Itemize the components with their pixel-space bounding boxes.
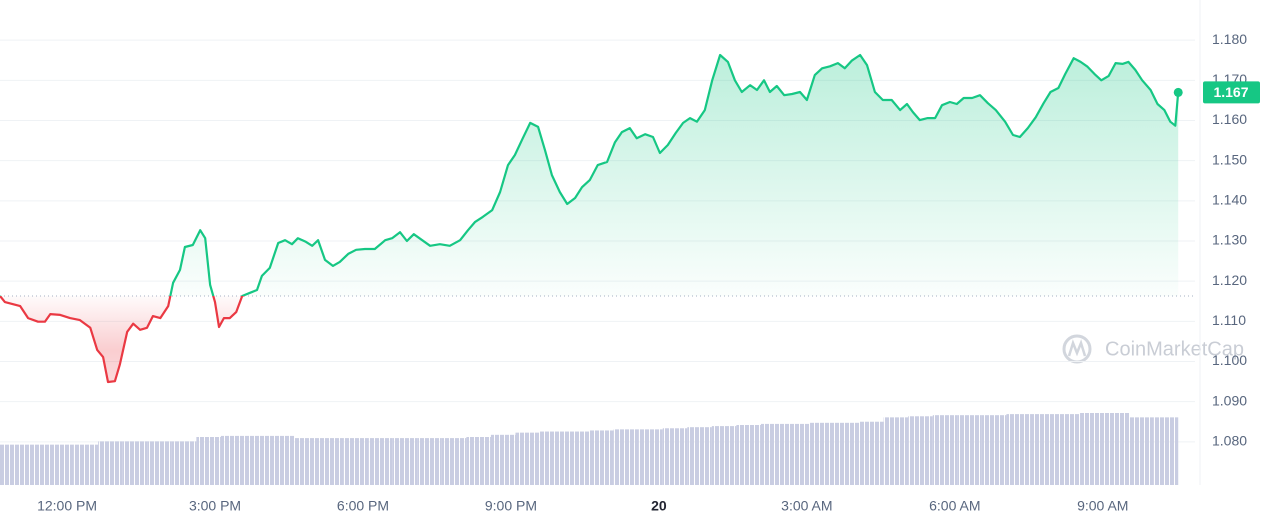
volume-bar (1129, 417, 1154, 485)
volume-bar (589, 430, 614, 485)
y-tick-label: 1.140 (1212, 192, 1247, 208)
y-tick-label: 1.090 (1212, 392, 1247, 408)
x-tick-label: 12:00 PM (37, 498, 97, 514)
y-tick-label: 1.080 (1212, 433, 1247, 449)
volume-bar (515, 432, 541, 485)
watermark-text: CoinMarketCap (1105, 338, 1244, 360)
x-tick-label: 9:00 PM (485, 498, 537, 514)
x-tick-label: 9:00 AM (1077, 498, 1128, 514)
area (0, 55, 1179, 382)
volume-bar (711, 426, 737, 485)
y-tick-label: 1.160 (1212, 111, 1247, 127)
x-tick-label: 6:00 AM (929, 498, 980, 514)
volume-bar (957, 415, 982, 485)
volume-bar (245, 435, 271, 485)
price-line (0, 53, 1180, 384)
volume-bar (343, 438, 369, 485)
y-tick-label: 1.110 (1212, 312, 1246, 328)
volume-bar (171, 441, 197, 485)
y-tick-label: 1.120 (1212, 272, 1247, 288)
volume-bar (1080, 413, 1105, 485)
volume-bar (1153, 417, 1179, 485)
volume-bar (1104, 413, 1130, 485)
volume-bar (490, 434, 516, 485)
y-tick-label: 1.180 (1212, 31, 1247, 47)
volume-bar (834, 422, 860, 485)
x-tick-label: 3:00 AM (781, 498, 832, 514)
volume-bar (1030, 414, 1056, 485)
volume-bar (220, 435, 246, 485)
volume-bar (441, 438, 467, 485)
volume-bar (1055, 414, 1081, 485)
volume-bar (319, 438, 344, 485)
volume-bar (932, 415, 958, 485)
volume-bar (294, 438, 320, 485)
volume-bar (760, 423, 786, 485)
volume-bar (392, 438, 418, 485)
volume-bar (540, 431, 565, 485)
volume-bar (687, 427, 712, 485)
x-tick-label: 6:00 PM (337, 498, 389, 514)
volume-bar (981, 415, 1007, 485)
y-tick-label: 1.130 (1212, 232, 1247, 248)
price-tag-label: 1.167 (1213, 84, 1248, 100)
volume-bar (0, 444, 25, 485)
volume-bar (785, 423, 811, 485)
volume-bar (662, 428, 688, 485)
volume-bar (638, 429, 663, 485)
price-tag (1203, 81, 1260, 104)
volume-bar (466, 437, 491, 485)
y-tick-label: 1.150 (1212, 151, 1247, 167)
volume-bar (368, 438, 393, 485)
volume-bar (24, 444, 50, 485)
volume-bar (122, 441, 148, 485)
volume-bar (49, 444, 74, 485)
volume-bar (908, 416, 933, 485)
volume-bar (564, 431, 590, 485)
volume-bar (1006, 414, 1031, 485)
y-tick-label: 1.100 (1212, 352, 1247, 368)
volume-bar (859, 421, 884, 485)
volume-bar (147, 441, 172, 485)
x-tick-label: 20 (651, 498, 667, 514)
volume-bar (736, 425, 761, 485)
volume-bar (73, 444, 99, 485)
volume-bar (270, 435, 295, 485)
last-point (1173, 87, 1183, 97)
volume-bar (417, 438, 442, 485)
volume-bar (883, 417, 909, 485)
volume-bar (196, 437, 221, 485)
volume-bar (810, 422, 835, 485)
volume-bar (613, 429, 639, 485)
x-tick-label: 3:00 PM (189, 498, 241, 514)
volume-bar (98, 441, 123, 485)
